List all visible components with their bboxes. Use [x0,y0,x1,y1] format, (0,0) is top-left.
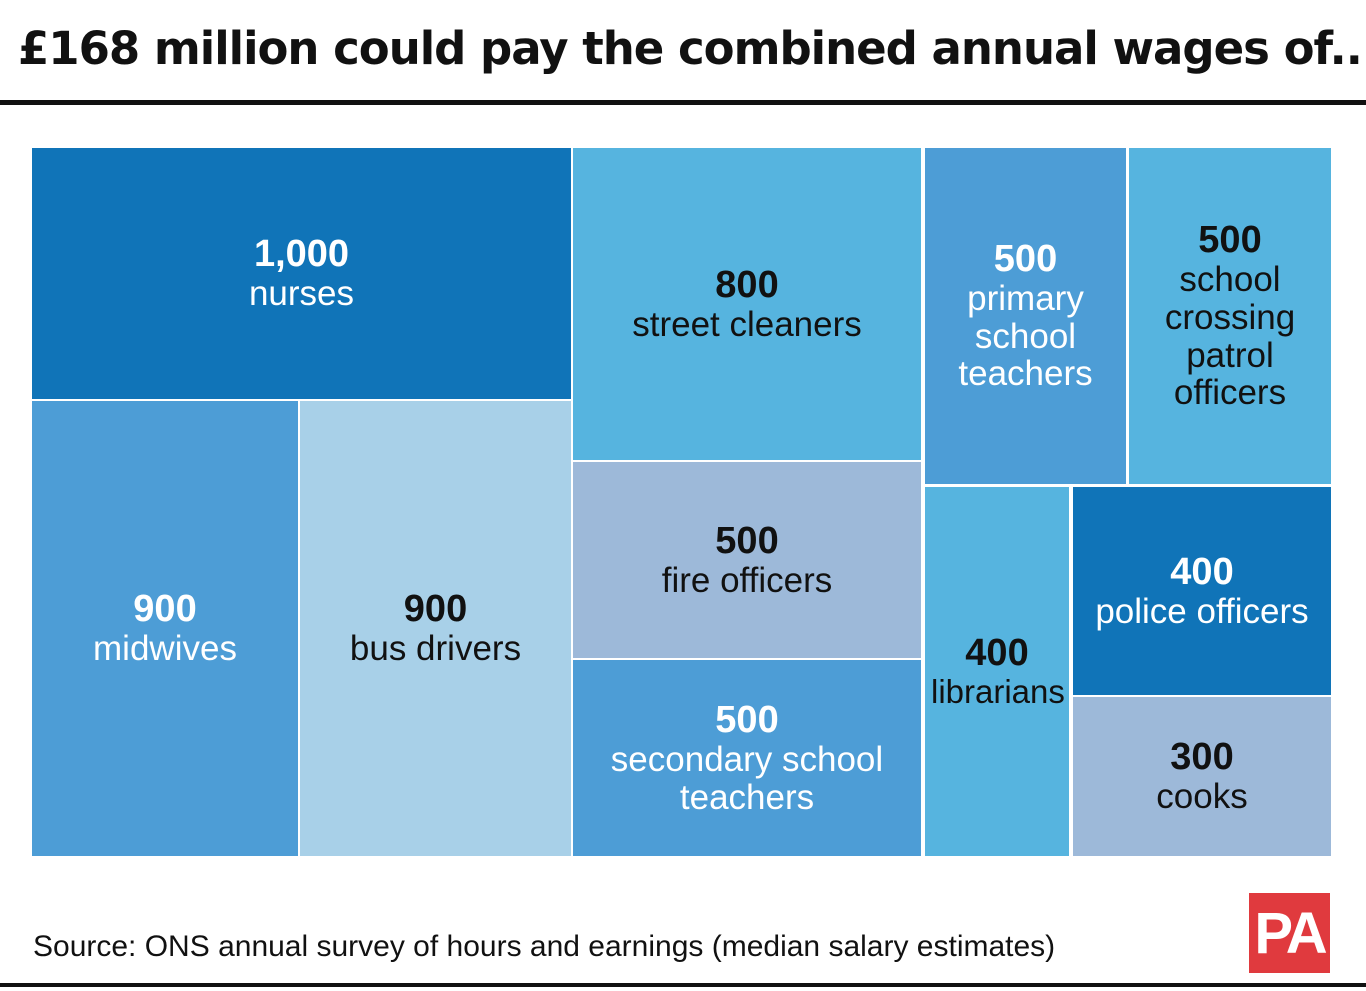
treemap-cell: 500 primary school teachers [925,148,1126,484]
title-rule [0,100,1366,105]
category-label: street cleaners [632,304,862,344]
category-label: cooks [1156,777,1248,817]
treemap-cell: 500 school crossing patrol officers [1129,148,1331,484]
value-label: 500 [993,237,1058,280]
category-label: police officers [1095,591,1309,631]
value-label: 300 [1170,736,1234,779]
source-note: Source: ONS annual survey of hours and e… [33,930,1056,963]
value-label: 900 [403,588,468,631]
category-label: primary school teachers [958,278,1093,394]
treemap-cell: 500 secondary school teachers [573,660,921,856]
treemap-cell: 900 bus drivers [300,401,571,856]
value-label: 800 [715,263,779,306]
value-label: 900 [133,588,197,631]
value-label: 400 [965,632,1029,675]
treemap-cell: 500 fire officers [573,462,921,658]
value-label: 500 [1198,218,1262,261]
treemap-cell: 1,000 nurses [32,148,571,399]
treemap-cell: 900 midwives [32,401,298,856]
category-label: secondary school teachers [610,739,884,817]
treemap-cell: 300 cooks [1073,697,1331,856]
treemap-cell: 800 street cleaners [573,148,921,460]
category-label: librarians [931,673,1065,711]
bottom-rule [0,983,1366,987]
value-label: 400 [1170,550,1234,593]
logo: PA [1249,893,1330,973]
category-label: nurses [248,274,355,314]
category-label: school crossing patrol officers [1164,259,1296,413]
category-label: bus drivers [349,629,522,669]
value-label: 500 [715,519,779,562]
treemap-cell: 400 librarians [925,487,1069,856]
value-label: 500 [715,698,779,741]
treemap-cell: 400 police officers [1073,487,1331,695]
chart-title: £168 million could pay the combined annu… [18,22,1366,75]
category-label: midwives [93,629,237,669]
value-label: 1,000 [253,233,350,276]
category-label: fire officers [661,560,833,600]
